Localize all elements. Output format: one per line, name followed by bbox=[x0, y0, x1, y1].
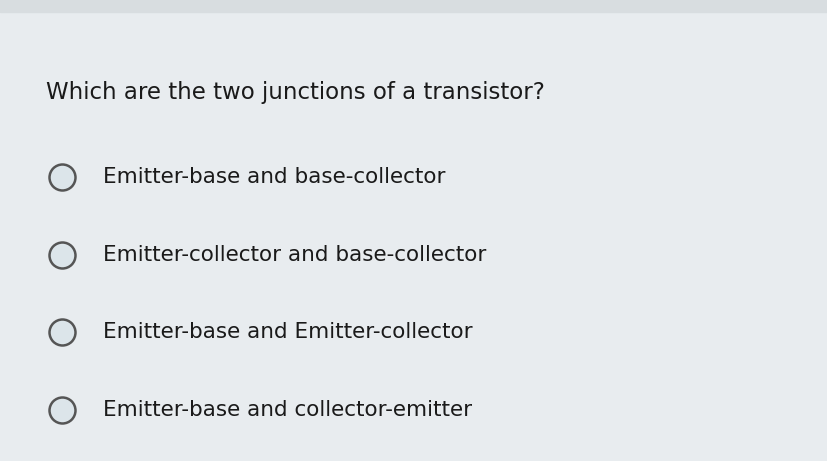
Text: Emitter-base and Emitter-collector: Emitter-base and Emitter-collector bbox=[103, 322, 472, 343]
Point bbox=[55, 174, 69, 181]
Bar bbox=[0, 0, 827, 12]
Text: Emitter-collector and base-collector: Emitter-collector and base-collector bbox=[103, 245, 486, 265]
Point bbox=[55, 406, 69, 414]
Point bbox=[55, 329, 69, 336]
Text: Which are the two junctions of a transistor?: Which are the two junctions of a transis… bbox=[45, 81, 544, 104]
Text: Emitter-base and base-collector: Emitter-base and base-collector bbox=[103, 167, 446, 188]
Text: Emitter-base and collector-emitter: Emitter-base and collector-emitter bbox=[103, 400, 472, 420]
Point bbox=[55, 251, 69, 259]
